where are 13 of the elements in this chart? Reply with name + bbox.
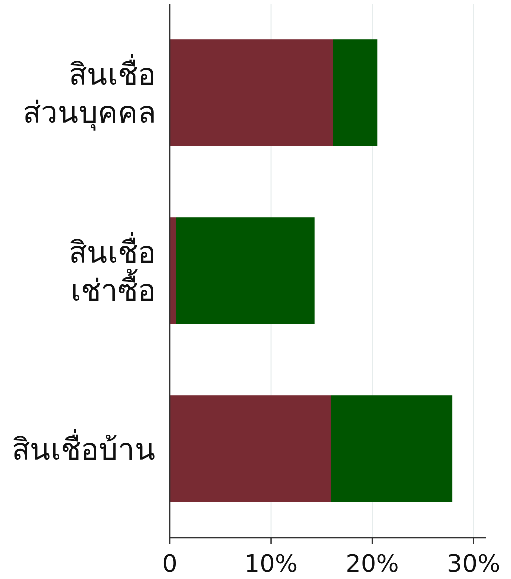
bar xyxy=(170,40,334,146)
bar xyxy=(331,396,453,502)
bar xyxy=(170,218,176,324)
y-tick-label: สินเชื่อ ส่วนบุคคล xyxy=(23,54,156,132)
x-tick-label: 10% xyxy=(244,550,298,578)
y-tick-label: สินเชื่อบ้าน xyxy=(12,429,156,468)
bar xyxy=(170,396,332,502)
x-tick-label: 30% xyxy=(447,550,501,578)
bar xyxy=(333,40,378,146)
x-tick-label: 20% xyxy=(346,550,400,578)
x-tick-label: 0 xyxy=(162,550,178,578)
bar xyxy=(176,218,315,324)
y-tick-label: สินเชื่อ เช่าซื้อ xyxy=(69,232,156,309)
